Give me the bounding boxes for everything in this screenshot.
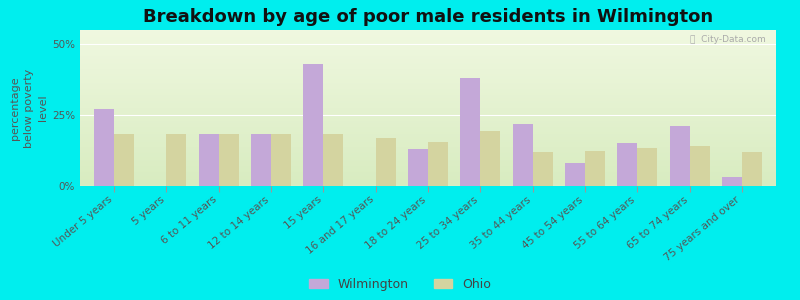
Bar <box>303 64 323 186</box>
Bar <box>166 134 186 186</box>
Bar <box>114 134 134 186</box>
Legend: Wilmington, Ohio: Wilmington, Ohio <box>309 278 491 291</box>
Bar <box>323 134 343 186</box>
Y-axis label: percentage
below poverty
level: percentage below poverty level <box>10 68 48 148</box>
Bar <box>198 134 218 186</box>
Bar <box>376 138 395 186</box>
Bar <box>251 134 271 186</box>
Bar <box>722 178 742 186</box>
Bar <box>94 110 114 186</box>
Bar <box>271 134 291 186</box>
Bar <box>428 142 448 186</box>
Bar <box>513 124 533 186</box>
Bar <box>480 131 500 186</box>
Bar <box>533 152 553 186</box>
Bar <box>742 152 762 186</box>
Bar <box>461 78 480 186</box>
Bar <box>585 151 605 186</box>
Bar <box>618 143 638 186</box>
Bar <box>670 126 690 186</box>
Bar <box>638 148 658 186</box>
Title: Breakdown by age of poor male residents in Wilmington: Breakdown by age of poor male residents … <box>143 8 713 26</box>
Bar <box>218 134 238 186</box>
Text: ⓘ  City-Data.com: ⓘ City-Data.com <box>690 35 766 44</box>
Bar <box>408 149 428 186</box>
Bar <box>565 163 585 186</box>
Bar <box>690 146 710 186</box>
